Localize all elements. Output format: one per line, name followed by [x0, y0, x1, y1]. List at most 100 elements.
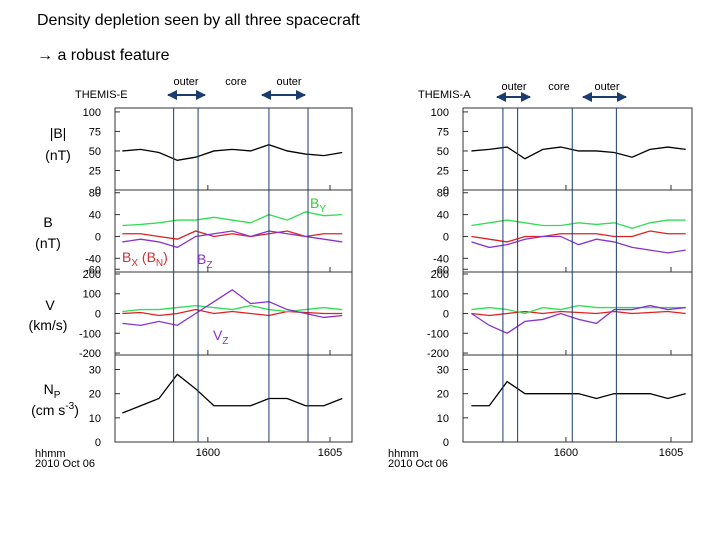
y-tick-label: 0 — [443, 185, 449, 197]
series-line — [122, 288, 343, 327]
series-line — [471, 219, 686, 229]
y-tick-label: -100 — [79, 328, 101, 340]
annotation-part: B — [122, 249, 131, 265]
y-tick-label: 40 — [89, 210, 101, 222]
annotation: BZ — [197, 251, 212, 271]
y-tick-label: 100 — [431, 107, 449, 119]
x-axis-label: 2010 Oct 06 — [35, 458, 95, 470]
y-tick-label: 40 — [437, 210, 449, 222]
panel-label: |B| — [50, 125, 67, 141]
y-tick-label: 75 — [437, 126, 449, 138]
chart-title: THEMIS-A — [418, 89, 471, 101]
annotation: BX (BN) — [122, 249, 168, 269]
x-tick-label: 1600 — [554, 447, 578, 459]
x-axis-label: 2010 Oct 06 — [388, 458, 448, 470]
panel-label: B — [43, 214, 52, 230]
annotation-part: ) — [163, 249, 168, 265]
series-line — [471, 304, 686, 335]
region-label: outer — [594, 81, 619, 93]
x-tick-label: 1600 — [196, 447, 220, 459]
y-tick-label: 20 — [89, 389, 101, 401]
annotation-part: Z — [206, 260, 212, 271]
series-line — [471, 304, 686, 315]
y-tick-label: 100 — [83, 289, 101, 301]
series-line — [471, 380, 686, 407]
panel-label: NP — [44, 381, 61, 401]
panel-label: (nT) — [35, 235, 61, 251]
series-line — [471, 310, 686, 317]
annotation-part: Y — [319, 204, 326, 215]
series-line — [471, 146, 686, 160]
y-tick-label: 0 — [443, 437, 449, 449]
y-tick-label: 30 — [89, 365, 101, 377]
y-tick-label: 25 — [89, 165, 101, 177]
y-tick-label: 80 — [89, 188, 101, 200]
annotation-part: X — [131, 258, 138, 269]
region-label: outer — [501, 81, 526, 93]
y-tick-label: 10 — [89, 413, 101, 425]
panel-frame — [462, 189, 693, 273]
subtitle: → a robust feature — [37, 47, 170, 64]
region-label: outer — [276, 76, 301, 88]
region-label: core — [225, 76, 246, 88]
y-tick-label: 0 — [95, 437, 101, 449]
y-tick-label: -200 — [79, 348, 101, 360]
series-line — [471, 235, 686, 254]
series-line — [471, 230, 686, 243]
panel-label: V — [45, 297, 55, 313]
region-label: outer — [173, 76, 198, 88]
y-tick-label: 100 — [83, 107, 101, 119]
y-tick-label: -40 — [85, 253, 101, 265]
y-tick-label: 0 — [95, 309, 101, 321]
x-tick-label: 1605 — [318, 447, 342, 459]
y-tick-label: 0 — [95, 231, 101, 243]
panel-frame — [462, 354, 693, 443]
panel-label: (cm s-3) — [31, 401, 79, 418]
y-tick-label: 0 — [443, 231, 449, 243]
y-tick-label: -100 — [427, 328, 449, 340]
annotation-part: Z — [222, 336, 228, 347]
y-tick-label: 80 — [437, 188, 449, 200]
y-tick-label: 50 — [89, 146, 101, 158]
panel-frame — [462, 271, 693, 356]
series-line — [122, 304, 343, 313]
y-tick-label: -60 — [85, 264, 101, 276]
series-line — [122, 144, 343, 161]
y-tick-label: 75 — [89, 126, 101, 138]
y-tick-label: -40 — [433, 253, 449, 265]
y-tick-label: 10 — [437, 413, 449, 425]
x-axis-label: hhmm — [388, 448, 419, 460]
y-tick-label: 0 — [443, 309, 449, 321]
annotation-part: B — [310, 195, 319, 211]
y-tick-label: 0 — [95, 185, 101, 197]
panel-label: (km/s) — [29, 317, 68, 333]
annotation: BY — [310, 195, 326, 215]
y-tick-label: 25 — [437, 165, 449, 177]
series-line — [122, 211, 343, 227]
y-tick-label: -200 — [427, 348, 449, 360]
y-tick-label: 30 — [437, 365, 449, 377]
y-tick-label: 20 — [437, 389, 449, 401]
annotation-part: N — [156, 258, 163, 269]
y-tick-label: 50 — [437, 146, 449, 158]
series-line — [122, 230, 343, 249]
panel-label: (nT) — [45, 147, 71, 163]
series-line — [122, 373, 343, 414]
chart-title: THEMIS-E — [75, 89, 128, 101]
region-label: core — [548, 81, 569, 93]
panel-frame — [114, 354, 353, 443]
annotation-part: (B — [138, 249, 156, 265]
annotation: VZ — [213, 327, 228, 347]
y-tick-label: 200 — [431, 269, 449, 281]
y-tick-label: 100 — [431, 289, 449, 301]
y-tick-label: 200 — [83, 269, 101, 281]
annotation-part: V — [213, 327, 223, 343]
y-tick-label: -60 — [433, 264, 449, 276]
series-line — [122, 230, 343, 240]
title: Density depletion seen by all three spac… — [37, 12, 360, 29]
x-tick-label: 1605 — [659, 447, 683, 459]
x-axis-label: hhmm — [35, 448, 66, 460]
series-line — [122, 308, 343, 317]
annotation-part: B — [197, 251, 206, 267]
